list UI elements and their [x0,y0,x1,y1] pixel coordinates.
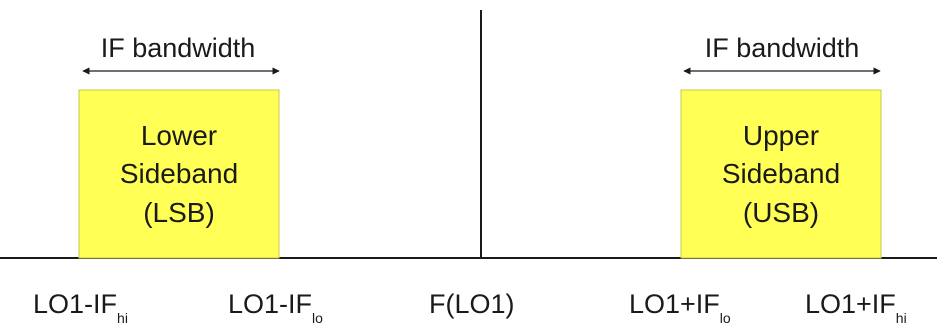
label-lo1-minus-if-lo: LO1-IFlo [228,289,323,326]
label-lo1-plus-if-lo: LO1+IFlo [629,289,731,326]
label-lo1-plus-if-lo-sub: lo [720,310,731,326]
label-lo1-minus-if-lo-main: LO1-IF [228,289,312,319]
label-lo1-minus-if-lo-sub: lo [312,310,323,326]
upper-sideband-line3: (USB) [743,197,819,228]
lower-bandwidth-label: IF bandwidth [101,33,256,63]
upper-sideband-group: IF bandwidth Upper Sideband (USB) [680,33,882,259]
label-lo1-minus-if-hi-main: LO1-IF [33,289,117,319]
label-lo1-minus-if-hi: LO1-IFhi [33,289,128,326]
upper-bandwidth-label: IF bandwidth [705,33,860,63]
lower-sideband-line1: Lower [141,120,217,151]
upper-sideband-line1: Upper [743,120,819,151]
label-lo1-minus-if-hi-sub: hi [117,310,128,326]
label-lo1-plus-if-hi-main: LO1+IF [805,289,896,319]
lower-sideband-box [78,89,280,259]
lower-sideband-group: IF bandwidth Lower Sideband (LSB) [78,33,280,259]
label-lo1-plus-if-lo-main: LO1+IF [629,289,720,319]
label-f-lo1: F(LO1) [429,289,515,319]
label-lo1-plus-if-hi: LO1+IFhi [805,289,907,326]
lower-sideband-line3: (LSB) [143,197,215,228]
lower-sideband-line2: Sideband [120,158,238,189]
label-lo1-plus-if-hi-sub: hi [896,310,907,326]
upper-sideband-line2: Sideband [722,158,840,189]
upper-sideband-box [680,89,882,259]
